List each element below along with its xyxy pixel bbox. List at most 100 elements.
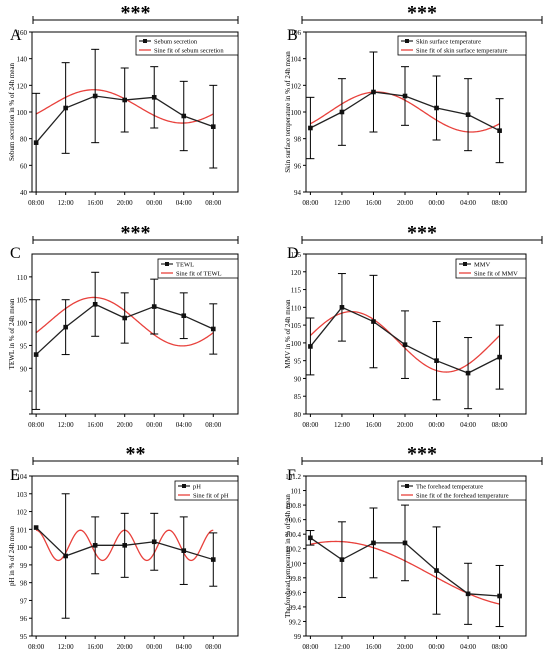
panel-letter: D bbox=[287, 245, 299, 262]
y-tick-label: 100.8 bbox=[285, 502, 301, 510]
x-tick-label: 04:00 bbox=[176, 199, 192, 207]
y-tick-label: 102 bbox=[17, 509, 28, 517]
legend: pH Sine fit of pH bbox=[174, 480, 239, 501]
panel-letter: E bbox=[10, 467, 20, 484]
y-tick-label: 110 bbox=[17, 274, 28, 282]
legend-label-fit: Sine fit of the forehead temperature bbox=[416, 493, 509, 500]
y-axis-label: Skin surface temperature in % of 24h mea… bbox=[284, 51, 292, 173]
y-tick-label: 101.2 bbox=[285, 473, 301, 481]
plot-frame bbox=[31, 475, 239, 637]
y-tick-label: 100.4 bbox=[285, 531, 301, 539]
y-tick-label: 60 bbox=[20, 162, 28, 170]
y-tick-label: 98 bbox=[20, 580, 28, 588]
data-point-marker bbox=[497, 593, 502, 599]
x-tick-label: 08:00 bbox=[302, 199, 318, 207]
y-axis-label: The forehead temperature in % of 24h mea… bbox=[284, 494, 292, 618]
x-tick-label: 08:00 bbox=[492, 643, 508, 651]
legend-swatch-marker bbox=[165, 262, 169, 266]
y-tick-label: 95 bbox=[20, 633, 28, 641]
legend: Skin surface temperature Sine fit of skin… bbox=[397, 35, 527, 56]
y-tick-label: 100 bbox=[17, 544, 28, 552]
data-point-marker bbox=[434, 358, 439, 363]
data-point-marker bbox=[63, 553, 68, 559]
x-tick-label: 12:00 bbox=[334, 421, 350, 429]
legend-swatch-marker bbox=[405, 39, 409, 43]
x-tick-label: 04:00 bbox=[176, 421, 192, 429]
x-tick-label: 20:00 bbox=[397, 421, 413, 429]
y-tick-label: 90 bbox=[294, 375, 302, 383]
x-tick-label: 16:00 bbox=[87, 421, 103, 429]
data-point-marker bbox=[33, 352, 39, 357]
y-tick-label: 99 bbox=[294, 633, 302, 641]
legend-label-fit: Sine fit of sebum secretion bbox=[154, 48, 224, 55]
data-point-marker bbox=[465, 591, 471, 597]
data-point-marker bbox=[339, 557, 345, 562]
chart-panel-e: E ** 95 96 97 98 99 100 101 102 103 104 08:00 12:00 16… bbox=[8, 443, 239, 651]
legend: MMV Sine fit of MMV bbox=[455, 258, 527, 279]
x-tick-label: 08:00 bbox=[205, 643, 221, 651]
y-tick-label: 80 bbox=[294, 411, 302, 419]
data-point-marker bbox=[308, 125, 313, 131]
y-tick-label: 95 bbox=[294, 358, 302, 366]
y-tick-label: 120 bbox=[17, 82, 28, 90]
data-point-marker bbox=[63, 324, 68, 330]
panel-letter: B bbox=[287, 27, 298, 44]
x-tick-label: 04:00 bbox=[176, 643, 192, 651]
data-point-marker bbox=[402, 93, 408, 99]
significance-stars: *** bbox=[407, 222, 437, 244]
y-tick-label: 80 bbox=[20, 136, 28, 144]
significance-stars: *** bbox=[407, 2, 437, 24]
significance-stars: *** bbox=[121, 222, 151, 244]
data-point-marker bbox=[122, 315, 127, 321]
x-tick-label: 08:00 bbox=[28, 643, 44, 651]
y-tick-label: 100 bbox=[17, 320, 28, 328]
data-point-marker bbox=[151, 304, 157, 309]
data-point-marker bbox=[181, 548, 187, 553]
legend-box bbox=[455, 258, 527, 279]
data-point-marker bbox=[92, 543, 98, 548]
plot-frame bbox=[305, 253, 527, 415]
x-tick-label: 08:00 bbox=[302, 421, 318, 429]
data-point-marker bbox=[402, 342, 408, 347]
legend-box bbox=[397, 480, 527, 501]
x-tick-label: 12:00 bbox=[58, 643, 74, 651]
panel-letter: F bbox=[287, 467, 296, 484]
legend-label-data: TEWL bbox=[176, 262, 194, 269]
panel-letter: A bbox=[10, 27, 22, 44]
x-tick-label: 00:00 bbox=[429, 199, 445, 207]
x-tick-label: 20:00 bbox=[117, 643, 133, 651]
chart-panel-d: D *** 80 85 90 95 100 105 110 115 120 125 08:00 12:00… bbox=[284, 222, 543, 429]
y-tick-label: 97 bbox=[20, 597, 28, 605]
data-point-marker bbox=[210, 124, 216, 129]
chart-panel-a: A *** 40 60 80 100 120 140 160 08:00 12:00 16:00 20:… bbox=[8, 2, 239, 207]
legend-swatch-marker bbox=[182, 484, 186, 488]
x-tick-label: 16:00 bbox=[365, 643, 381, 651]
data-point-marker bbox=[122, 97, 127, 103]
y-tick-label: 125 bbox=[291, 251, 302, 259]
y-tick-label: 85 bbox=[294, 393, 302, 401]
legend-label-data: Sebum secretion bbox=[154, 39, 198, 46]
y-tick-label: 105 bbox=[17, 297, 28, 305]
chart-panel-f: F *** 99 99.2 99.4 99.6 99.8 100 100.2 100.4 100.6… bbox=[284, 443, 543, 651]
data-point-marker bbox=[122, 543, 127, 548]
y-tick-label: 160 bbox=[17, 29, 28, 37]
y-tick-label: 40 bbox=[20, 189, 28, 197]
legend-label-fit: Sine fit of MMV bbox=[474, 271, 518, 278]
chart-panel-c: C *** 90 95 100 105 110 08:00 12:00 16:00 20:00 00:… bbox=[8, 222, 239, 429]
x-tick-label: 04:00 bbox=[460, 643, 476, 651]
y-tick-label: 98 bbox=[294, 136, 302, 144]
data-point-marker bbox=[151, 95, 157, 100]
legend-label-fit: Sine fit of pH bbox=[193, 493, 229, 500]
plot-frame bbox=[305, 475, 527, 637]
x-tick-label: 00:00 bbox=[146, 643, 162, 651]
data-point-marker bbox=[308, 535, 313, 541]
legend-swatch-marker bbox=[405, 484, 409, 488]
data-point-marker bbox=[371, 540, 376, 546]
y-tick-label: 99.6 bbox=[289, 589, 302, 597]
legend-box bbox=[135, 35, 239, 56]
legend-label-data: Skin surface temperature bbox=[416, 39, 481, 46]
x-tick-label: 12:00 bbox=[58, 421, 74, 429]
data-point-marker bbox=[92, 93, 98, 99]
x-tick-label: 20:00 bbox=[117, 421, 133, 429]
